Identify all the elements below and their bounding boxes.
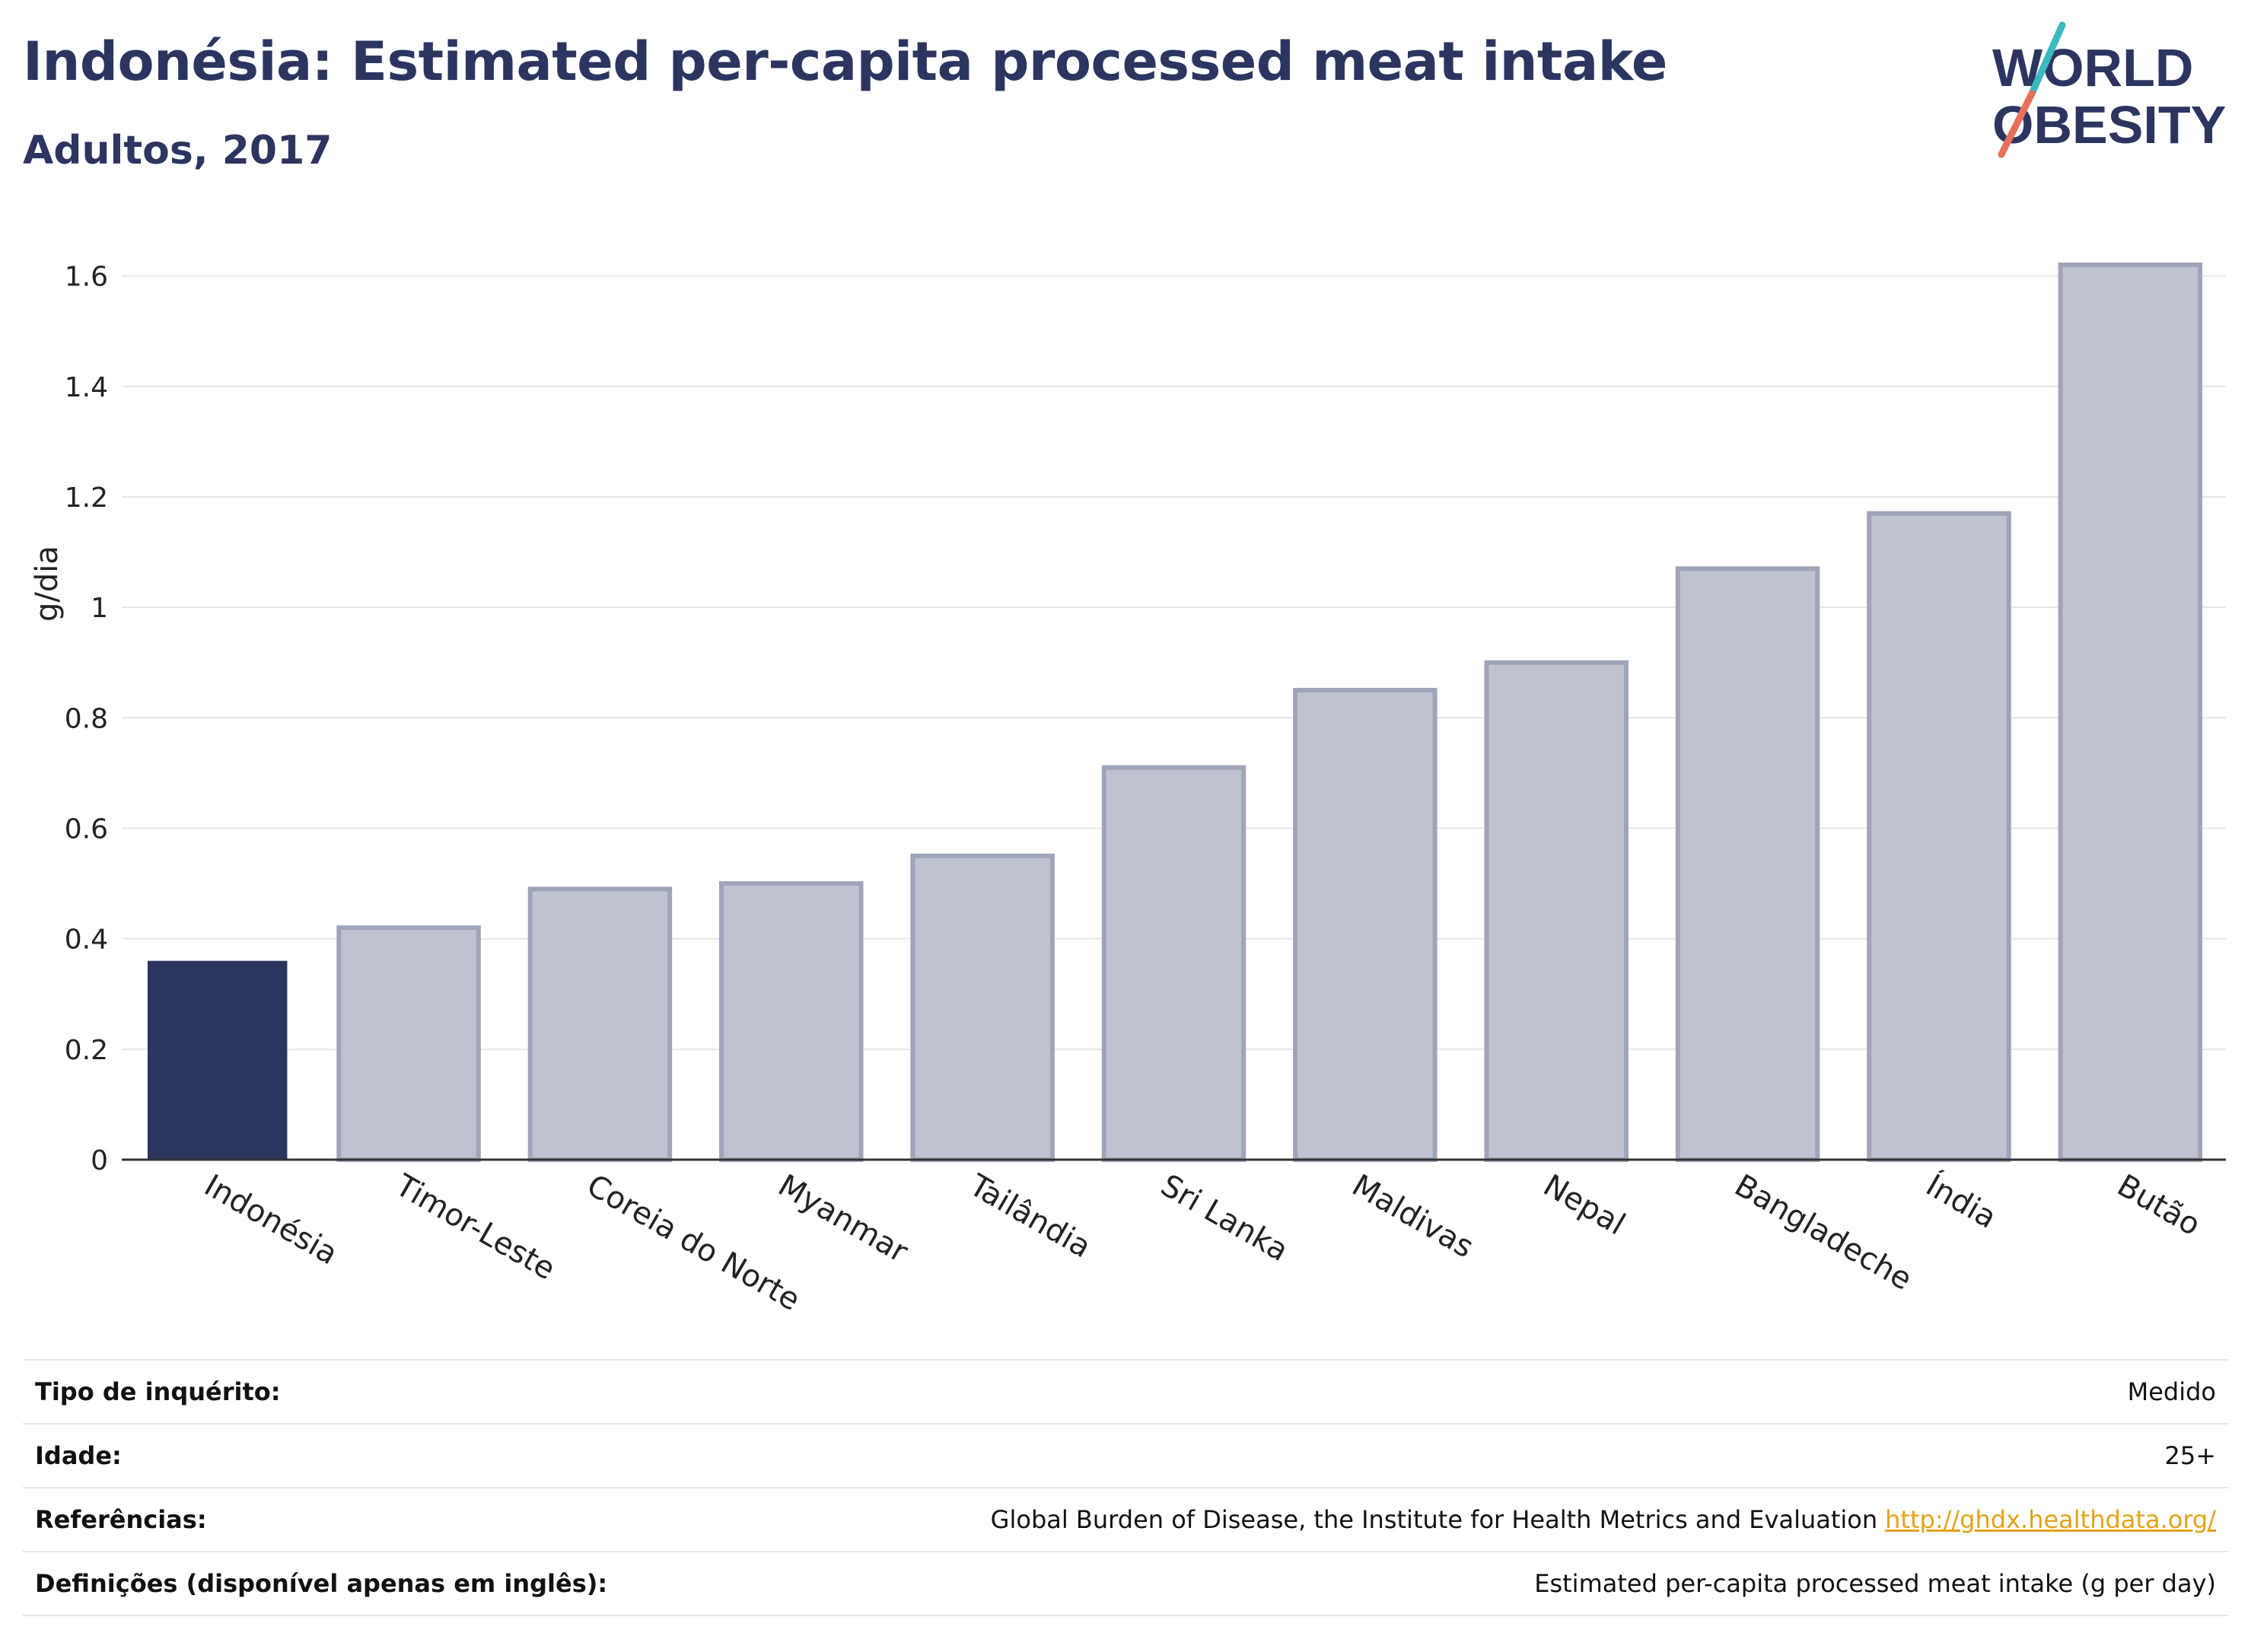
y-tick-label: 1.2 xyxy=(65,482,108,514)
bar xyxy=(1101,765,1246,1162)
x-tick-label: Nepal xyxy=(1537,1168,1631,1243)
x-tick-label: Bangladeche xyxy=(1729,1168,1918,1297)
chart-subtitle: Adultos, 2017 xyxy=(23,128,333,173)
x-tick-label: Butão xyxy=(2111,1168,2206,1243)
y-tick-label: 1.6 xyxy=(65,262,108,293)
bar xyxy=(527,886,673,1162)
y-tick-label: 0.4 xyxy=(65,925,108,956)
x-tick-label: Indonésia xyxy=(199,1168,344,1272)
info-row-definitions: Definições (disponível apenas em inglês)… xyxy=(23,1551,2228,1616)
world-obesity-logo: WORLD OBESITY xyxy=(1992,21,2226,158)
y-tick-label: 1.4 xyxy=(65,372,108,403)
x-tick-label: Sri Lanka xyxy=(1155,1168,1294,1268)
x-tick-label: Myanmar xyxy=(772,1168,914,1270)
info-value: Global Burden of Disease, the Institute … xyxy=(991,1505,2216,1534)
y-tick-label: 0.2 xyxy=(65,1035,108,1066)
x-tick-label: Coreia do Norte xyxy=(581,1168,805,1318)
info-label: Idade: xyxy=(35,1441,122,1470)
info-value: 25+ xyxy=(2164,1441,2216,1470)
bar xyxy=(2058,263,2203,1163)
bar xyxy=(336,925,481,1162)
x-tick-label: Timor-Leste xyxy=(389,1167,561,1287)
bar xyxy=(1867,511,2011,1162)
x-tick-label: Índia xyxy=(1920,1167,2003,1236)
logo-line1: WORLD xyxy=(1992,38,2193,97)
info-table: Tipo de inquérito: Medido Idade: 25+ Ref… xyxy=(23,1359,2228,1616)
bar xyxy=(1293,688,1438,1162)
logo-slash-coral xyxy=(1998,90,2036,158)
info-value: Medido xyxy=(2127,1377,2216,1406)
bar xyxy=(1675,566,1820,1162)
y-tick-label: 0.8 xyxy=(65,703,108,734)
x-tick-label: Maldivas xyxy=(1346,1168,1479,1265)
logo-slash-teal xyxy=(2028,21,2066,97)
y-axis-title: g/dia xyxy=(30,546,65,622)
chart-title: Indonésia: Estimated per-capita processe… xyxy=(23,30,1667,93)
bar-highlighted xyxy=(147,960,288,1160)
y-tick-label: 0.6 xyxy=(65,813,108,845)
reference-link[interactable]: http://ghdx.healthdata.org/ xyxy=(1885,1505,2216,1534)
bar-chart: 0 0.2 0.4 0.6 0.8 1 1.2 1.4 1.6 Indonésia Timor-Le… xyxy=(30,262,2226,1318)
info-row-survey-type: Tipo de inquérito: Medido xyxy=(23,1359,2228,1423)
reference-text: Global Burden of Disease, the Institute … xyxy=(990,1505,1878,1534)
info-label: Definições (disponível apenas em inglês)… xyxy=(35,1569,608,1598)
info-row-age: Idade: 25+ xyxy=(23,1423,2228,1487)
y-tick-label: 1 xyxy=(91,593,108,624)
y-tick-label: 0 xyxy=(91,1145,108,1176)
bar xyxy=(910,853,1055,1162)
bar xyxy=(1484,660,1629,1162)
info-value: Estimated per-capita processed meat inta… xyxy=(1534,1569,2216,1598)
info-row-references: Referências: Global Burden of Disease, t… xyxy=(23,1487,2228,1551)
x-tick-label: Tailândia xyxy=(963,1167,1097,1265)
info-label: Tipo de inquérito: xyxy=(35,1377,281,1406)
logo-line2: OBESITY xyxy=(1992,95,2226,154)
info-label: Referências: xyxy=(35,1505,207,1534)
bar xyxy=(719,881,864,1162)
